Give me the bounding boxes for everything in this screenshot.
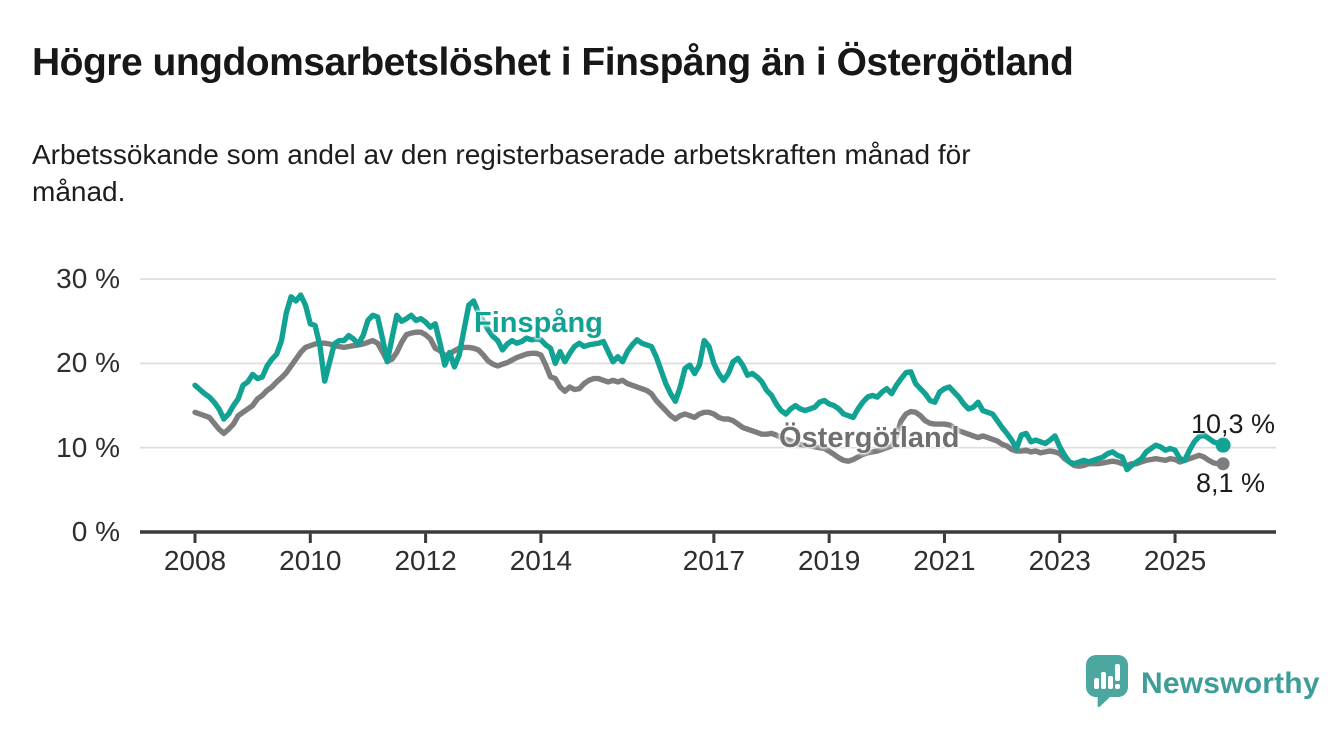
x-axis-label-2021: 2021 <box>913 545 976 576</box>
page-subtitle: Arbetssökande som andel av den registerb… <box>32 137 1262 211</box>
series-label-finspang: Finspång <box>474 307 603 339</box>
y-axis-label-30: 30 % <box>56 263 120 295</box>
x-axis-label-2008: 2008 <box>163 545 227 576</box>
y-axis-label-20: 20 % <box>56 347 120 379</box>
newsworthy-logo-icon <box>1086 655 1130 712</box>
y-axis-label-0: 0 % <box>71 516 120 547</box>
x-axis-label-2019: 2019 <box>797 545 861 576</box>
newsworthy-logo-text: Newsworthy <box>1141 666 1320 700</box>
x-axis-label-2017: 2017 <box>682 545 745 576</box>
end-value-label-finspang: 10,3 % <box>1191 409 1276 439</box>
series-end-dot-1 <box>1216 457 1230 471</box>
page-title: Högre ungdomsarbetslöshet i Finspång än … <box>32 41 1074 84</box>
x-axis-label-2010: 2010 <box>279 545 342 576</box>
series-label-ostergotland: Östergötland <box>779 422 960 454</box>
x-axis-label-2014: 2014 <box>509 545 573 576</box>
newsworthy-logo: Newsworthy <box>1086 655 1320 712</box>
x-axis-label-2025: 2025 <box>1143 545 1207 576</box>
page-subtitle-line-2: månad. <box>32 175 126 207</box>
x-axis-label-2023: 2023 <box>1028 545 1091 576</box>
series-end-dot-0 <box>1215 437 1231 453</box>
x-axis-label-2012: 2012 <box>394 545 457 576</box>
y-axis-label-10: 10 % <box>56 431 120 463</box>
end-value-label-ostergotland: 8,1 % <box>1196 468 1266 498</box>
series-line-1 <box>192 329 1226 469</box>
page-subtitle-line-1: Arbetssökande som andel av den registerb… <box>32 139 971 170</box>
series-line-0 <box>192 292 1226 473</box>
